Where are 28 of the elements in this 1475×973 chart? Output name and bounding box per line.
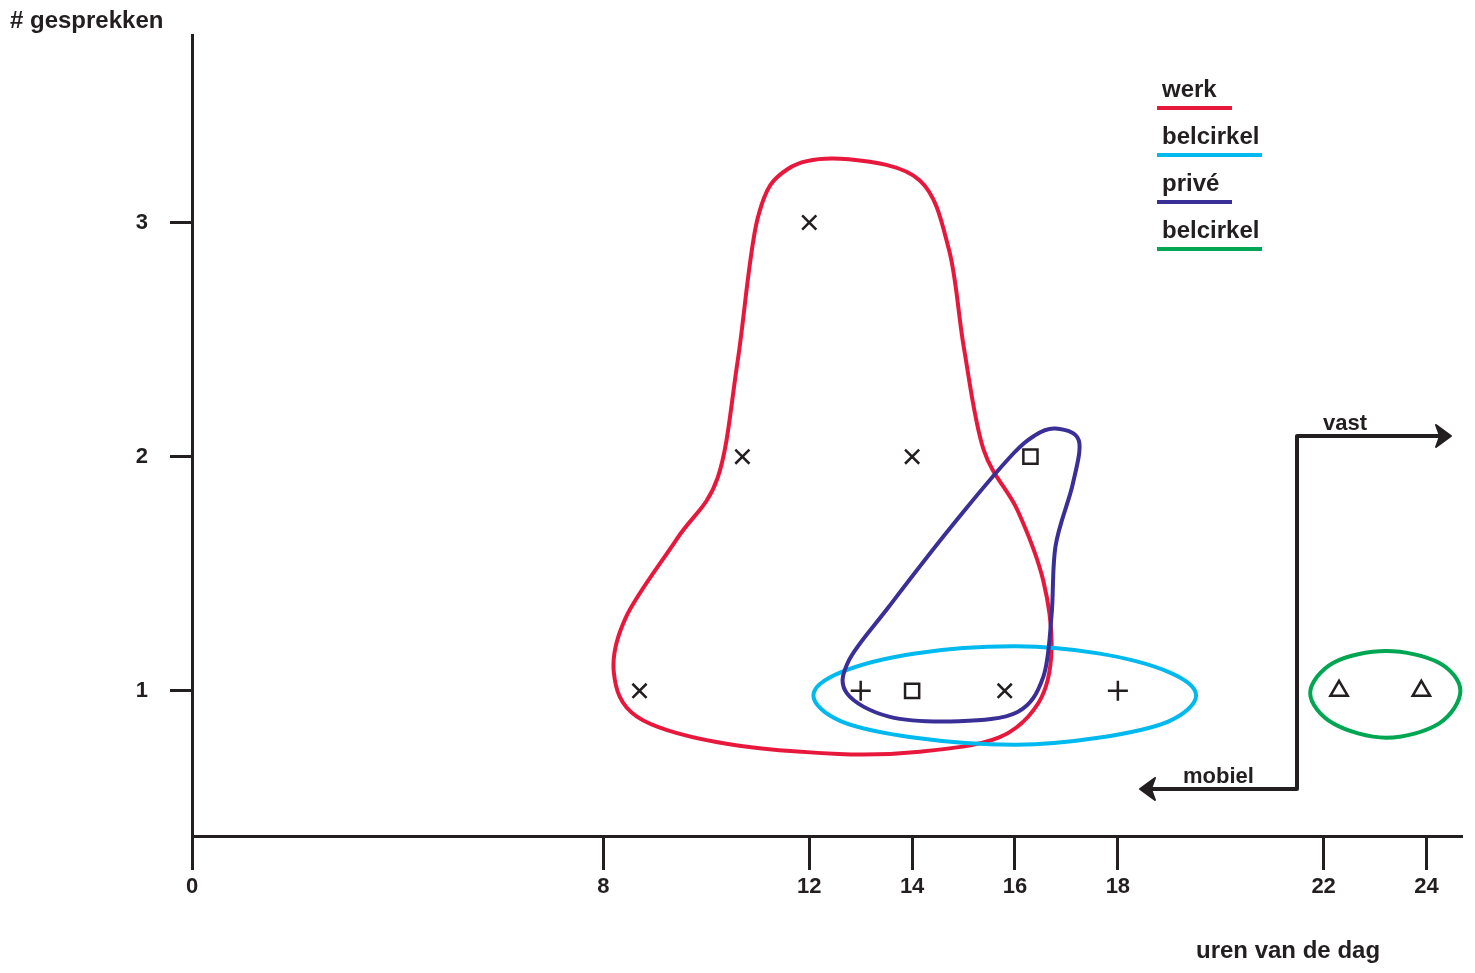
annotation: vast [1323, 410, 1368, 436]
point [996, 682, 1014, 700]
x-tick-label: 12 [797, 873, 822, 899]
annotation: belcirkel [1162, 216, 1260, 244]
y-axis-title: # gesprekken [10, 6, 164, 34]
x-tick-label: 14 [899, 873, 926, 899]
annotation: privé [1162, 169, 1220, 197]
point [631, 682, 648, 700]
x-tick-label: 8 [597, 873, 610, 899]
point [1106, 679, 1130, 703]
x-tick-label: 16 [1002, 873, 1028, 899]
x-tick-label: 22 [1311, 873, 1336, 899]
point [849, 679, 872, 703]
y-tick-label: 2 [135, 442, 148, 468]
annotation: mobiel [1183, 763, 1254, 789]
x-tick-label: 18 [1105, 873, 1131, 899]
point [903, 448, 921, 465]
annotation: belcirkel [1162, 122, 1260, 150]
y-tick-label: 1 [135, 676, 148, 702]
x-tick-label: 24 [1414, 873, 1440, 899]
point [800, 214, 818, 231]
x-axis-title: uren van de dag [1196, 936, 1381, 964]
point [1022, 448, 1039, 465]
y-tick-label: 3 [135, 208, 148, 234]
point [734, 448, 751, 465]
x-tick-label: 0 [185, 873, 199, 899]
annotation: werk [1162, 75, 1217, 103]
point [903, 682, 921, 700]
